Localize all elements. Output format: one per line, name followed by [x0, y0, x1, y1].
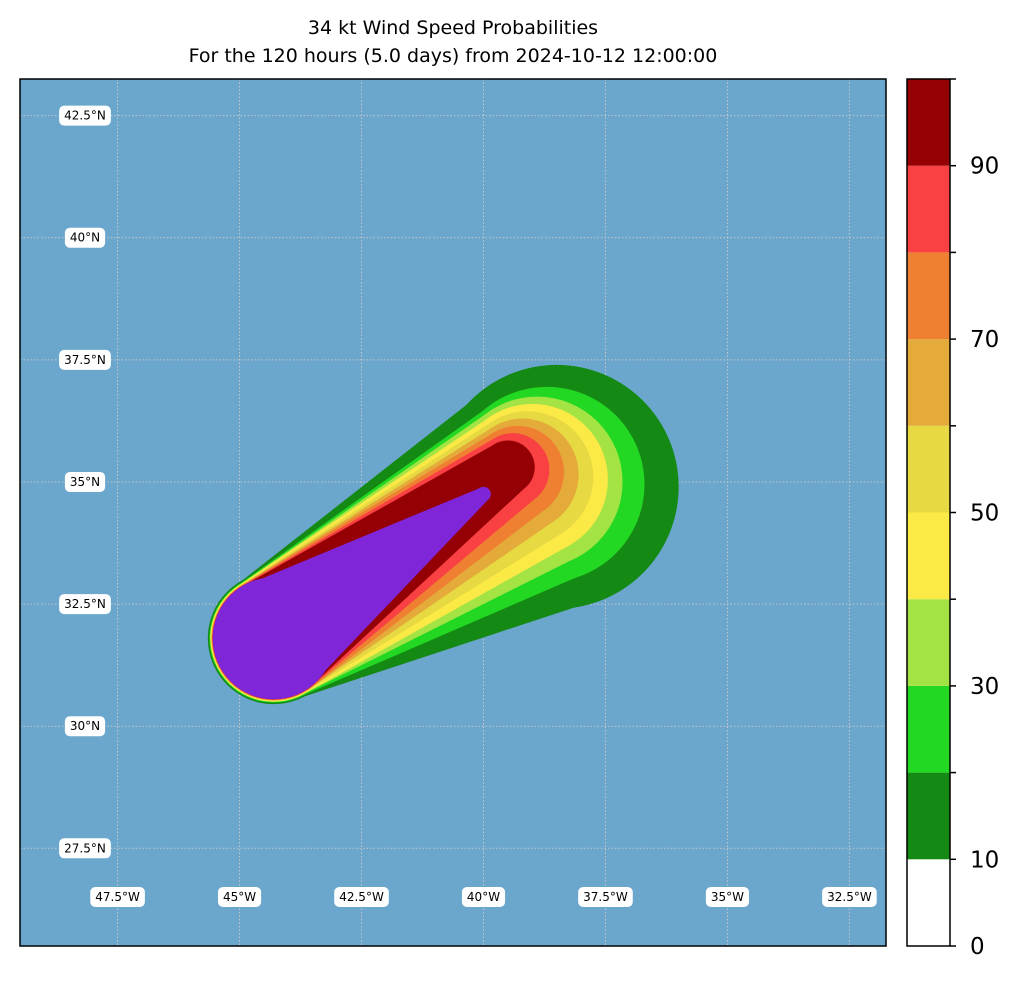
- lat-tick-label: 42.5°N: [59, 105, 111, 126]
- lon-tick-label: 45°W: [217, 887, 262, 907]
- colorbar-segment: [907, 685, 950, 773]
- svg-text:27.5°N: 27.5°N: [64, 841, 106, 855]
- colorbar-segment: [907, 165, 950, 253]
- svg-text:45°W: 45°W: [223, 890, 256, 904]
- colorbar-segment: [907, 79, 950, 166]
- colorbar-tick-label: 90: [970, 154, 999, 180]
- colorbar-segment: [907, 512, 950, 600]
- svg-text:42.5°N: 42.5°N: [64, 109, 106, 123]
- lat-tick-label: 30°N: [64, 716, 106, 737]
- lon-tick-label: 32.5°W: [822, 887, 877, 907]
- lon-tick-label: 35°W: [705, 887, 750, 907]
- lat-tick-label: 40°N: [64, 227, 106, 248]
- lon-tick-label: 42.5°W: [334, 887, 389, 907]
- lat-tick-label: 32.5°N: [59, 594, 111, 615]
- colorbar-segment: [907, 339, 950, 426]
- svg-text:47.5°W: 47.5°W: [95, 890, 140, 904]
- colorbar-tick-label: 0: [970, 934, 985, 960]
- colorbar-segment: [907, 252, 950, 340]
- colorbar-tick-label: 50: [970, 501, 999, 527]
- colorbar-segment: [907, 425, 950, 513]
- colorbar-tick-label: 70: [970, 327, 999, 353]
- chart-subtitle: For the 120 hours (5.0 days) from 2024-1…: [188, 45, 718, 67]
- chart-title: 34 kt Wind Speed Probabilities: [307, 17, 599, 39]
- lat-tick-label: 27.5°N: [59, 838, 111, 859]
- colorbar-tick-label: 30: [970, 674, 999, 700]
- svg-text:37.5°W: 37.5°W: [583, 890, 628, 904]
- svg-text:32.5°W: 32.5°W: [827, 890, 872, 904]
- svg-text:30°N: 30°N: [70, 719, 100, 733]
- svg-text:32.5°N: 32.5°N: [64, 597, 106, 611]
- lon-tick-label: 37.5°W: [578, 887, 633, 907]
- svg-text:42.5°W: 42.5°W: [339, 890, 384, 904]
- colorbar-segment: [907, 859, 950, 946]
- lat-tick-label: 37.5°N: [59, 349, 111, 370]
- svg-text:40°N: 40°N: [70, 231, 100, 245]
- svg-text:35°W: 35°W: [711, 890, 744, 904]
- prob-band-90: [212, 486, 491, 700]
- svg-text:35°N: 35°N: [70, 475, 100, 489]
- svg-text:40°W: 40°W: [467, 890, 500, 904]
- colorbar-segment: [907, 772, 950, 860]
- colorbar-tick-label: 10: [970, 847, 999, 873]
- lat-tick-label: 35°N: [64, 471, 106, 492]
- colorbar-segment: [907, 599, 950, 686]
- lon-tick-label: 47.5°W: [90, 887, 145, 907]
- map-frame: [19, 78, 887, 947]
- svg-text:37.5°N: 37.5°N: [64, 353, 106, 367]
- lon-tick-label: 40°W: [461, 887, 506, 907]
